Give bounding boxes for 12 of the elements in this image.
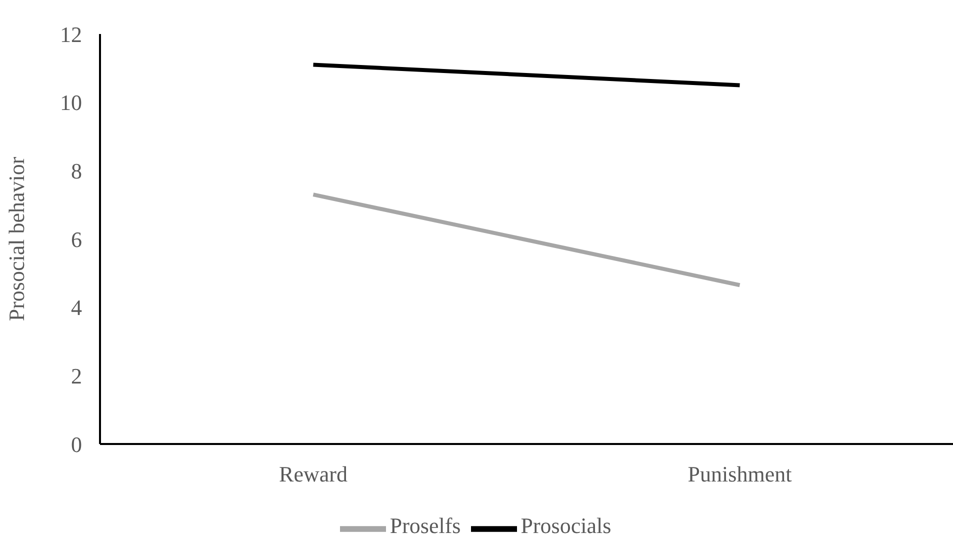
y-tick-label: 2 <box>71 363 82 388</box>
y-tick-label: 12 <box>60 22 82 47</box>
y-tick-label: 6 <box>71 226 82 252</box>
y-axis-title: Prosocial behavior <box>4 156 29 322</box>
legend-label: Prosocials <box>520 512 612 538</box>
y-tick-label: 0 <box>71 432 82 457</box>
legend-label: Proselfs <box>390 512 461 538</box>
x-tick-label: Punishment <box>688 462 792 487</box>
y-tick-label: 8 <box>71 158 82 184</box>
y-tick-label: 10 <box>60 90 82 116</box>
x-tick-label: Reward <box>279 462 348 487</box>
y-tick-label: 4 <box>71 295 82 320</box>
